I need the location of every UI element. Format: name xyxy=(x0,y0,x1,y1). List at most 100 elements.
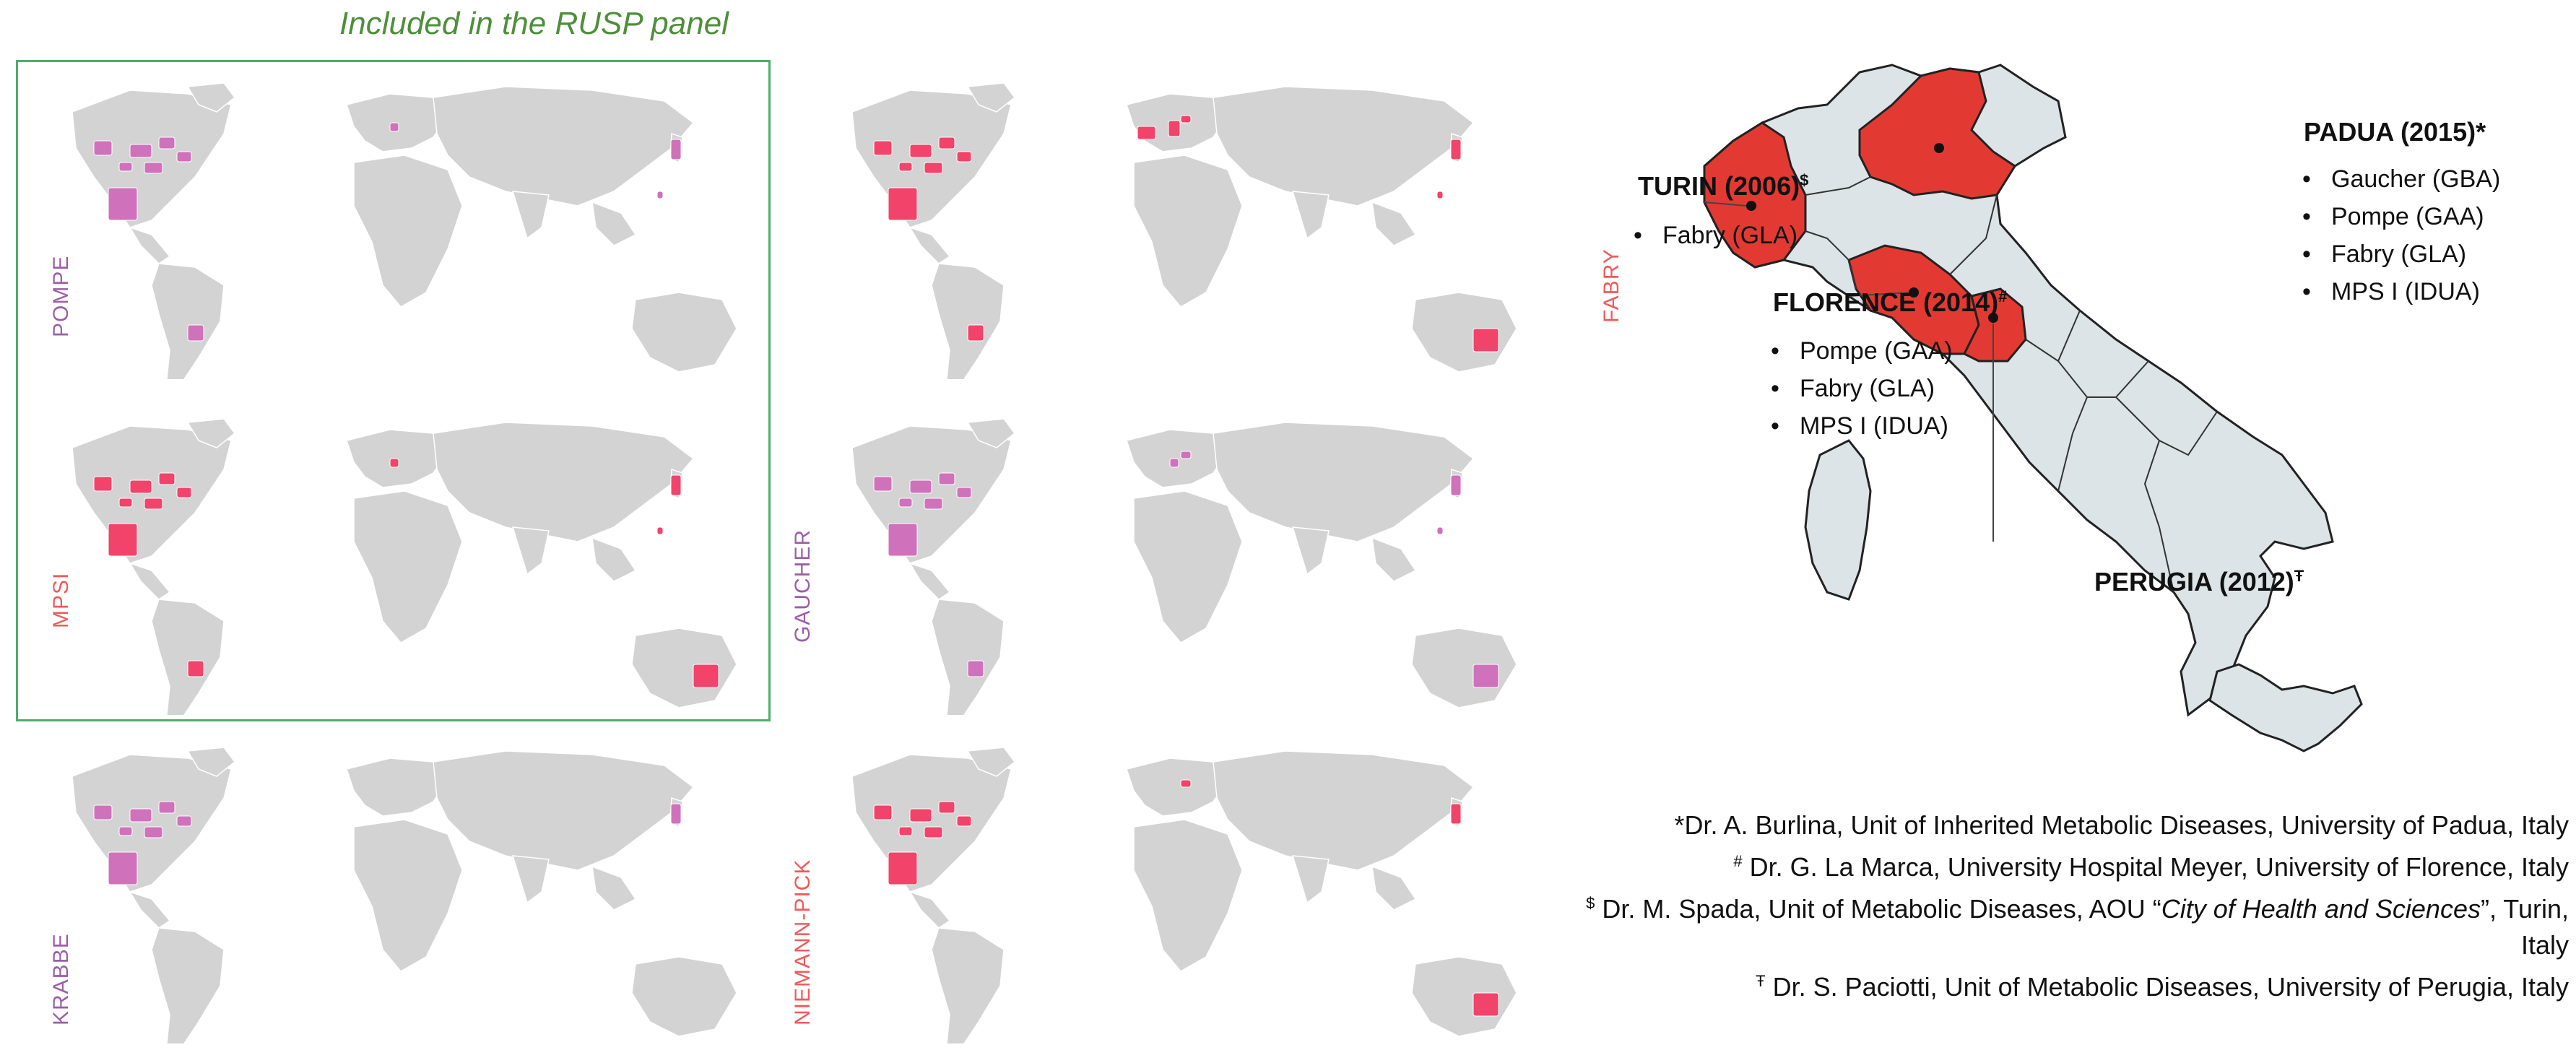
landmass-india xyxy=(511,191,550,240)
landmass-asia xyxy=(1213,86,1475,207)
disease-label: KRABBE xyxy=(49,933,73,1025)
highlight-region xyxy=(144,826,163,838)
highlight-region xyxy=(888,851,918,885)
enzyme-item: MPS I (IDUA) xyxy=(2302,273,2500,311)
disease-label: MPSI xyxy=(49,572,73,628)
highlight-region xyxy=(956,815,972,827)
highlight-region xyxy=(93,140,113,156)
landmass-north-america xyxy=(71,754,232,893)
highlight-region xyxy=(144,162,163,174)
landmass-australia xyxy=(1411,628,1517,708)
landmass-australia xyxy=(1411,956,1517,1037)
landmass-india xyxy=(511,526,550,576)
landmass-australia xyxy=(1411,292,1517,373)
highlight-region xyxy=(670,803,682,825)
landmass-north-america xyxy=(851,754,1012,893)
highlight-region xyxy=(129,480,152,494)
landmass-se-asia xyxy=(591,865,637,911)
city-dot-turin xyxy=(1746,201,1756,211)
world-map xyxy=(851,418,1517,715)
highlight-region xyxy=(873,140,893,156)
world-map xyxy=(851,747,1517,1044)
landmass-australia xyxy=(631,292,737,373)
landmass-central-america xyxy=(129,890,171,929)
landmass-north-america xyxy=(851,90,1012,228)
landmass-north-america xyxy=(71,425,232,564)
highlight-region xyxy=(873,476,893,492)
landmass-south-america xyxy=(931,927,1005,1044)
rusp-box xyxy=(16,60,771,721)
highlight-region xyxy=(1436,526,1444,535)
disease-label: POMPE xyxy=(49,255,73,337)
highlight-region xyxy=(909,144,932,158)
highlight-region xyxy=(1473,992,1499,1017)
highlight-region xyxy=(1450,474,1462,496)
highlight-region xyxy=(1473,664,1499,688)
region-borders xyxy=(1805,176,2218,593)
highlight-region xyxy=(1450,139,1462,160)
highlight-region xyxy=(144,498,163,510)
highlight-region xyxy=(670,139,682,160)
world-map xyxy=(71,747,737,1044)
highlight-region xyxy=(129,144,152,158)
leader-line-florence xyxy=(1848,292,1909,297)
highlight-region xyxy=(656,191,664,199)
region-veneto xyxy=(1858,67,2017,200)
highlight-region xyxy=(656,526,664,535)
highlight-region xyxy=(670,474,682,496)
highlight-region xyxy=(938,136,955,149)
landmass-central-america xyxy=(129,562,171,600)
highlight-region xyxy=(1473,328,1499,352)
leader-line-turin xyxy=(1704,201,1747,207)
world-map xyxy=(851,82,1517,379)
highlight-region xyxy=(1169,458,1179,468)
city-dot-perugia xyxy=(1988,313,1998,323)
highlight-region xyxy=(389,122,399,132)
landmass-central-america xyxy=(908,226,951,264)
highlight-region xyxy=(909,480,932,494)
highlight-region xyxy=(967,324,984,342)
landmass-india xyxy=(511,855,550,904)
highlight-region xyxy=(693,664,719,688)
landmass-north-america xyxy=(71,90,232,228)
enzyme-item: MPS I (IDUA) xyxy=(1771,407,1953,445)
landmass-asia xyxy=(433,750,695,871)
highlight-region xyxy=(888,523,918,557)
highlight-region xyxy=(909,808,932,823)
footnote-florence: # Dr. G. La Marca, University Hospital M… xyxy=(1733,852,2569,882)
highlight-region xyxy=(158,136,175,149)
landmass-asia xyxy=(1213,750,1475,871)
highlight-region xyxy=(898,162,913,172)
map-panel-fabry: FABRY xyxy=(809,69,1623,379)
map-panel-mpsi: MPSI xyxy=(29,404,773,715)
highlight-region xyxy=(118,498,133,508)
footnotes: *Dr. A. Burlina, Unit of Inherited Metab… xyxy=(1558,807,2569,1005)
region-umbria xyxy=(1962,287,2027,363)
disease-label: NIEMANN-PICK xyxy=(791,859,815,1025)
landmass-australia xyxy=(631,628,737,708)
enzyme-list-turin: Fabry (GLA) xyxy=(1634,217,1797,254)
enzyme-item: Gaucher (GBA) xyxy=(2302,160,2500,198)
highlight-region xyxy=(187,660,204,677)
highlight-region xyxy=(924,498,943,510)
highlight-region xyxy=(938,801,955,814)
landmass-greenland xyxy=(186,747,236,777)
disease-label: GAUCHER xyxy=(791,529,815,643)
highlight-region xyxy=(118,826,133,836)
landmass-asia xyxy=(433,422,695,542)
city-label-florence: FLORENCE (2014)# xyxy=(1773,287,2008,317)
landmass-africa xyxy=(353,490,463,643)
highlight-region xyxy=(176,151,192,162)
landmass-central-america xyxy=(908,890,951,929)
enzyme-list-florence: Pompe (GAA) Fabry (GLA) MPS I (IDUA) xyxy=(1771,332,1953,445)
landmass-africa xyxy=(353,819,463,972)
landmass-south-america xyxy=(151,599,225,715)
highlight-region xyxy=(187,324,204,342)
world-map xyxy=(71,82,737,379)
enzyme-item: Fabry (GLA) xyxy=(1771,370,1953,407)
rusp-title: Included in the RUSP panel xyxy=(339,6,729,41)
highlight-region xyxy=(93,804,113,820)
landmass-south-america xyxy=(931,599,1005,715)
highlight-region xyxy=(924,826,943,838)
landmass-greenland xyxy=(966,747,1016,777)
